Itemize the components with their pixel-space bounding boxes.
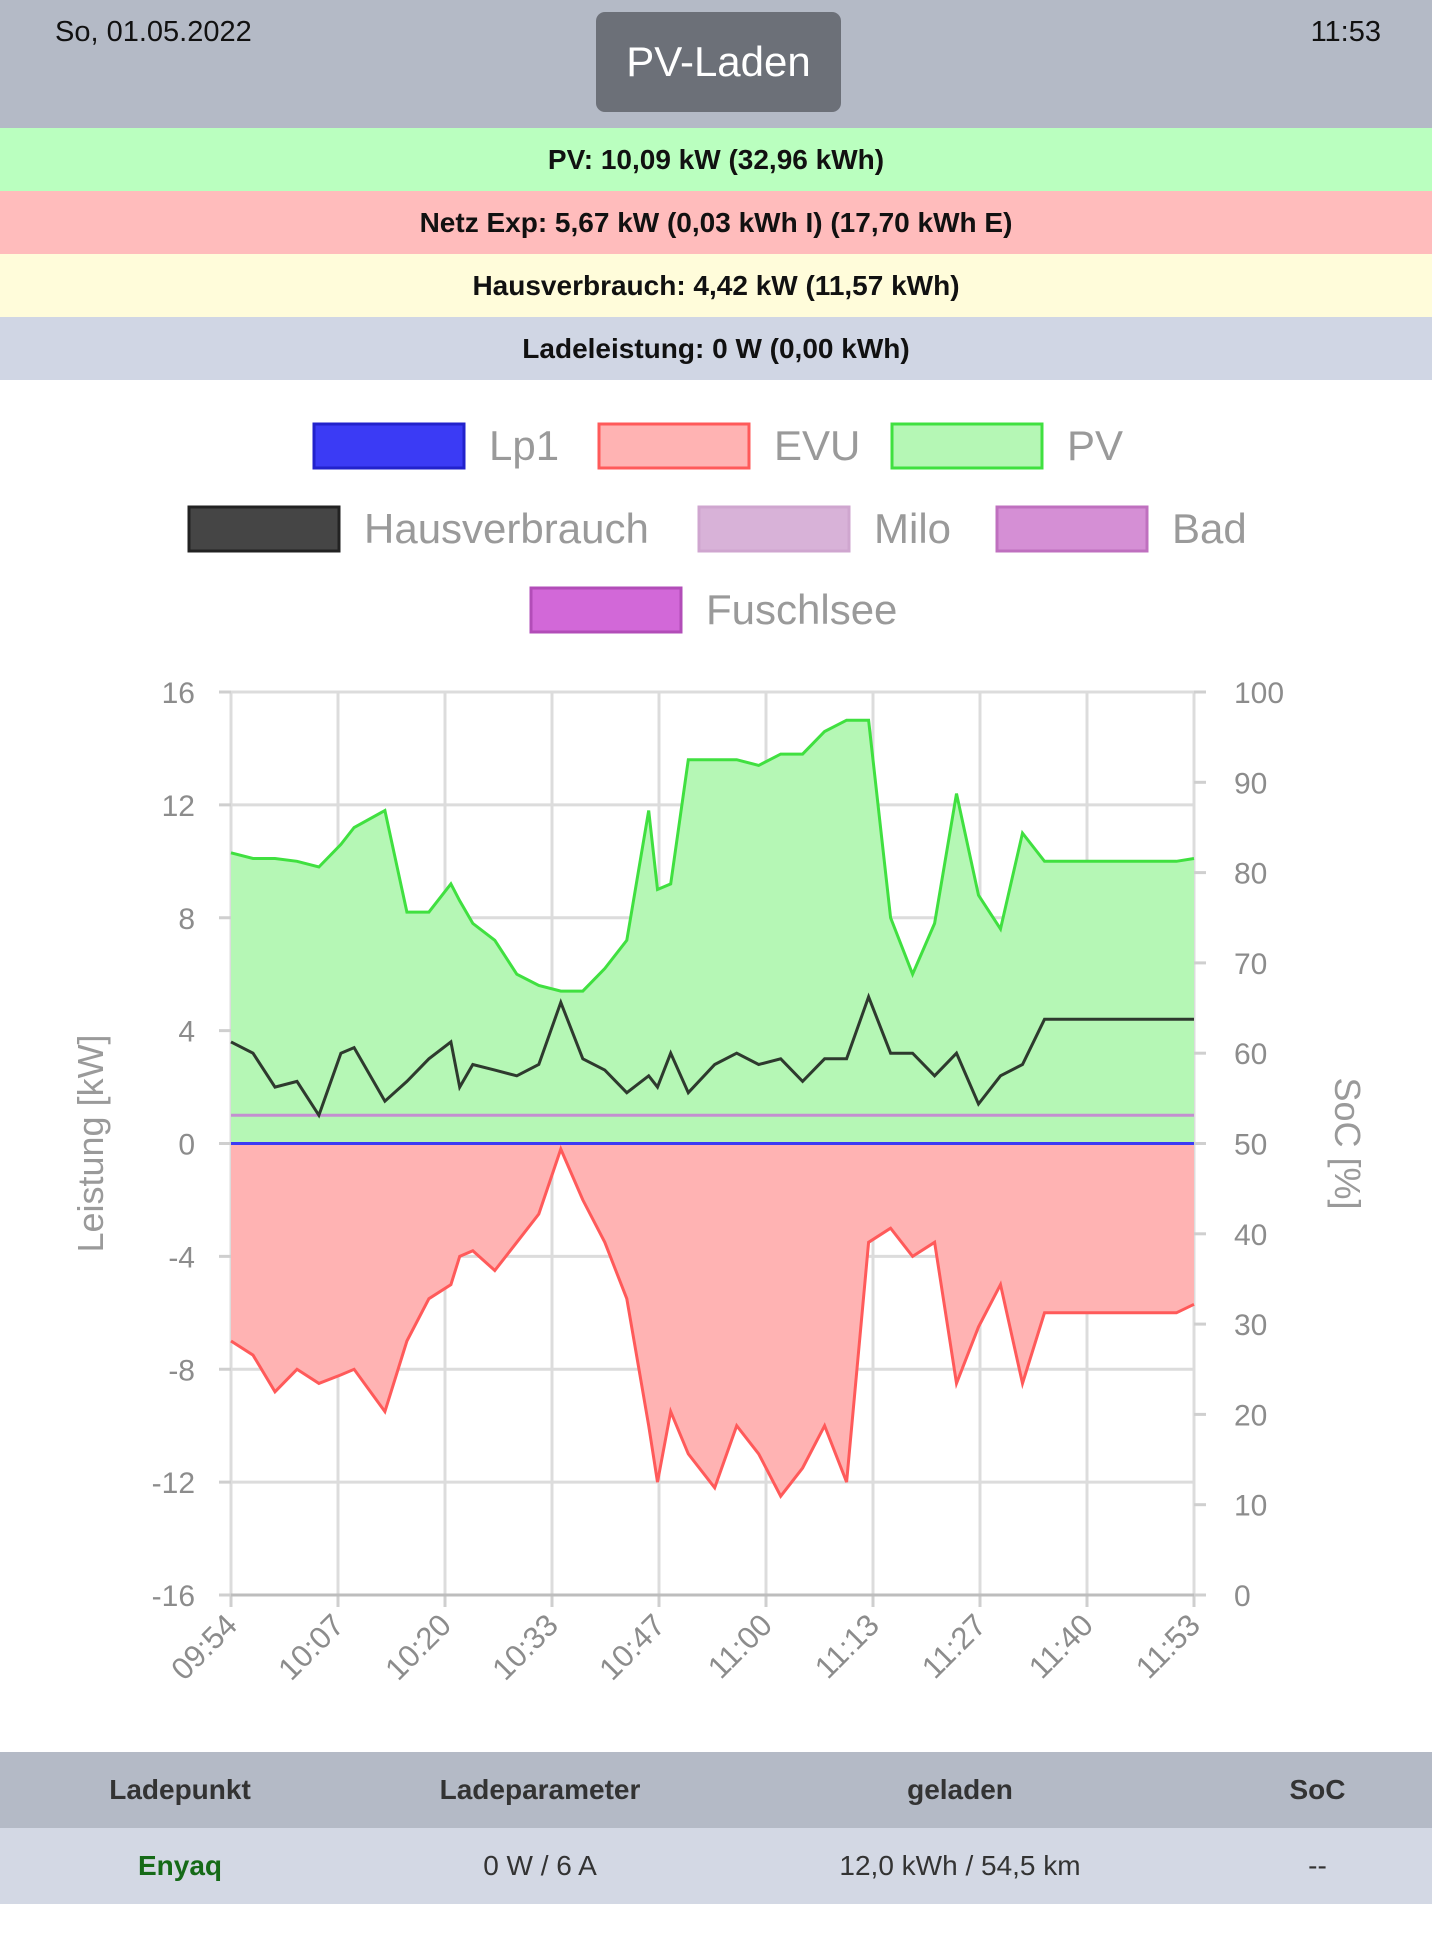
time-label: 11:53 [1310,16,1381,48]
y2-tick-label: 90 [1234,767,1267,800]
header-ladeparameter: Ladeparameter [439,1774,641,1805]
power-chart: Lp1 EVU PV Hausverbrauch Milo Bad Fuschlsee 16… [70,422,1368,1687]
pv-area [231,720,1194,1144]
legend-swatch-milo [697,505,851,553]
legend-swatch-evu [597,422,751,470]
x-tick-label: 10:33 [485,1607,565,1687]
legend-label-milo: Milo [874,505,951,552]
charged-amount: 12,0 kWh / 54,5 km [839,1850,1081,1881]
table-row[interactable]: Enyaq 0 W / 6 A 12,0 kWh / 54,5 km -- [0,1828,1432,1904]
x-tick-label: 10:07 [271,1607,351,1687]
x-tick-label: 11:40 [1022,1607,1100,1685]
header-ladepunkt: Ladepunkt [109,1774,251,1805]
y2-axis-title: SoC [%] [1327,1077,1368,1209]
charge-parameters: 0 W / 6 A [483,1850,597,1881]
y2-tick-label: 40 [1234,1219,1267,1252]
x-tick-label: 11:00 [701,1607,779,1685]
x-tick-label: 11:27 [915,1607,993,1685]
y-tick-label: -4 [168,1241,195,1274]
y2-tick-label: 100 [1234,677,1284,710]
date-label: So, 01.05.2022 [55,16,252,48]
house-status-row: Hausverbrauch: 4,42 kW (11,57 kWh) [0,254,1432,317]
chart-areas [231,720,1194,1497]
legend-swatch-hausverbrauch [187,505,341,553]
y2-tick-label: 60 [1234,1038,1267,1071]
y-tick-label: 8 [178,903,195,936]
y-tick-label: 4 [178,1016,195,1049]
x-tick-label: 11:53 [1129,1607,1207,1685]
y-tick-label: -8 [168,1354,195,1387]
x-tick-label: 10:20 [378,1607,458,1687]
y2-tick-label: 20 [1234,1399,1267,1432]
evu-area [231,1143,1194,1497]
legend-swatch-pv [890,422,1044,470]
x-tick-label: 10:47 [592,1607,672,1687]
legend-label-bad: Bad [1172,505,1247,552]
legend-label-lp1: Lp1 [489,422,559,469]
top-bar: So, 01.05.2022 PV-Laden 11:53 [0,0,1432,128]
x-tick-label: 11:13 [808,1607,886,1685]
pv-line [230,718,1195,993]
y-tick-label: -16 [152,1580,195,1613]
y2-tick-label: 30 [1234,1309,1267,1342]
hausverbrauch-line [230,992,1194,1119]
legend-swatch-lp1 [312,422,466,470]
charging-status-row: Ladeleistung: 0 W (0,00 kWh) [0,317,1432,380]
x-tick-label: 09:54 [164,1607,244,1687]
y2-tick-label: 50 [1234,1129,1267,1162]
y-tick-label: 12 [162,790,195,823]
y-tick-label: -12 [152,1467,195,1500]
chart-lines [230,718,1195,1499]
soc-value: -- [1308,1850,1327,1881]
legend-label-pv: PV [1067,422,1123,469]
header-geladen: geladen [907,1774,1013,1805]
evu-line [230,1144,1195,1499]
y-tick-label: 0 [178,1129,195,1162]
grid-status-row: Netz Exp: 5,67 kW (0,03 kWh I) (17,70 kW… [0,191,1432,254]
y-tick-label: 16 [162,677,195,710]
y-axis-title: Leistung [kW] [70,1034,111,1252]
legend-label-fuschlsee: Fuschlsee [706,586,897,633]
legend-label-hausverbrauch: Hausverbrauch [364,505,649,552]
legend-label-evu: EVU [774,422,860,469]
mode-button[interactable]: PV-Laden [596,12,841,112]
chargepoint-table-header: Ladepunkt Ladeparameter geladen SoC [0,1752,1432,1828]
legend-swatch-bad [995,505,1149,553]
legend-swatch-fuschlsee [529,586,683,634]
chart-legend[interactable]: Lp1 EVU PV Hausverbrauch Milo Bad Fuschlsee [187,422,1247,634]
y2-tick-label: 70 [1234,948,1267,981]
pv-status-row: PV: 10,09 kW (32,96 kWh) [0,128,1432,191]
chargepoint-name[interactable]: Enyaq [137,1850,223,1881]
header-soc: SoC [1289,1774,1346,1805]
y2-tick-label: 10 [1234,1490,1267,1523]
y2-tick-label: 80 [1234,858,1267,891]
y2-tick-label: 0 [1234,1580,1251,1613]
